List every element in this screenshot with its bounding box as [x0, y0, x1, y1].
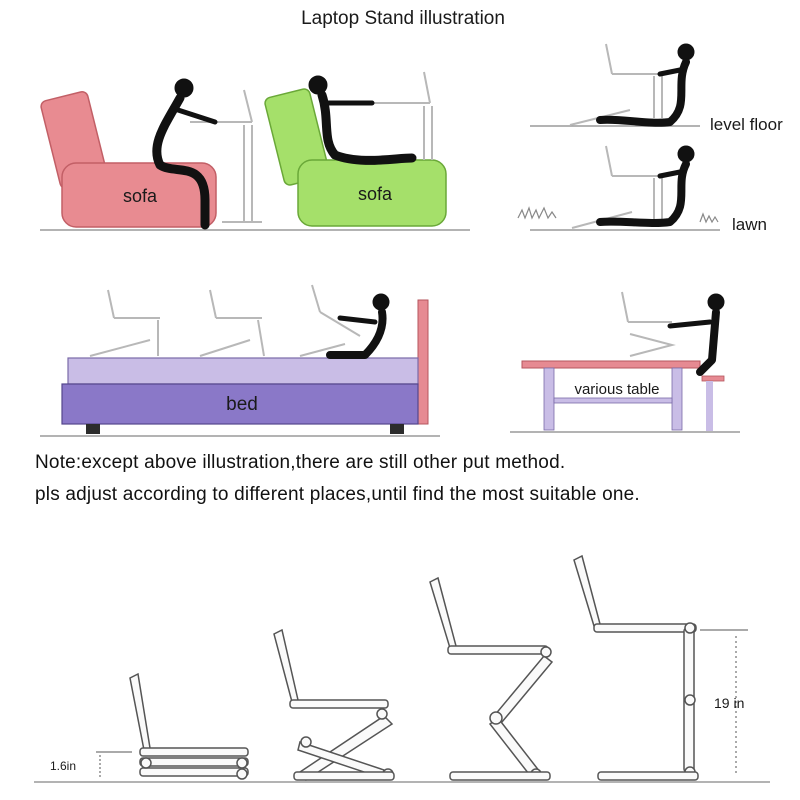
table-top [521, 360, 701, 369]
bed-base [61, 383, 419, 425]
table-rail [553, 397, 673, 404]
sofa-scene-green: sofa [264, 71, 447, 227]
bed-headboard [417, 299, 429, 425]
level-floor-label: level floor [710, 115, 783, 134]
bed-mattress [67, 357, 419, 385]
laptop-stand [569, 43, 663, 126]
laptop-stand [299, 284, 361, 357]
table-leg [671, 367, 683, 431]
min-height-label: 1.6in [50, 759, 76, 773]
table-scene: various table [510, 291, 740, 433]
floor-scene: level floor [530, 43, 783, 134]
title: Laptop Stand illustration [301, 8, 505, 29]
max-height-dimension: 19 in [700, 629, 748, 776]
laptop-stand [199, 289, 265, 357]
bed-leg [86, 424, 100, 434]
person-figure [152, 78, 218, 230]
grass-icon [517, 206, 557, 220]
stool-leg [706, 381, 713, 431]
laptop-stand-mid [429, 576, 554, 781]
sofa-label-green: sofa [358, 184, 393, 204]
person-figure [667, 293, 725, 376]
stool-top [701, 375, 725, 382]
bed-scene: bed [40, 284, 440, 437]
laptop-stand-folded [129, 672, 249, 780]
person-figure [596, 43, 695, 127]
min-height-dimension: 1.6in [50, 751, 132, 778]
sofa-scene-pink: sofa [40, 78, 470, 231]
person-figure [308, 75, 417, 165]
laptop-stand-low [273, 628, 395, 782]
sofa-label-pink: sofa [123, 186, 158, 206]
lawn-label: lawn [732, 215, 767, 234]
height-progression: 1.6in [34, 554, 770, 783]
note-line-2: pls adjust according to different places… [35, 484, 640, 505]
laptop-stand [621, 291, 676, 357]
lawn-scene: lawn [517, 145, 767, 234]
laptop-stand [89, 289, 160, 357]
person-figure [326, 293, 390, 359]
note-line-1: Note:except above illustration,there are… [35, 452, 566, 473]
bed-label: bed [226, 394, 258, 415]
person-figure [596, 145, 695, 227]
laptop-stand-tall [573, 554, 699, 781]
grass-icon [699, 212, 719, 224]
laptop-stand [190, 89, 262, 223]
sofa-seat [61, 162, 217, 228]
laptop-stand [372, 71, 433, 160]
laptop-stand [571, 145, 663, 229]
table-leg [543, 367, 555, 431]
bed-leg [390, 424, 404, 434]
table-label: various table [574, 381, 659, 398]
max-height-label: 19 in [714, 695, 744, 711]
